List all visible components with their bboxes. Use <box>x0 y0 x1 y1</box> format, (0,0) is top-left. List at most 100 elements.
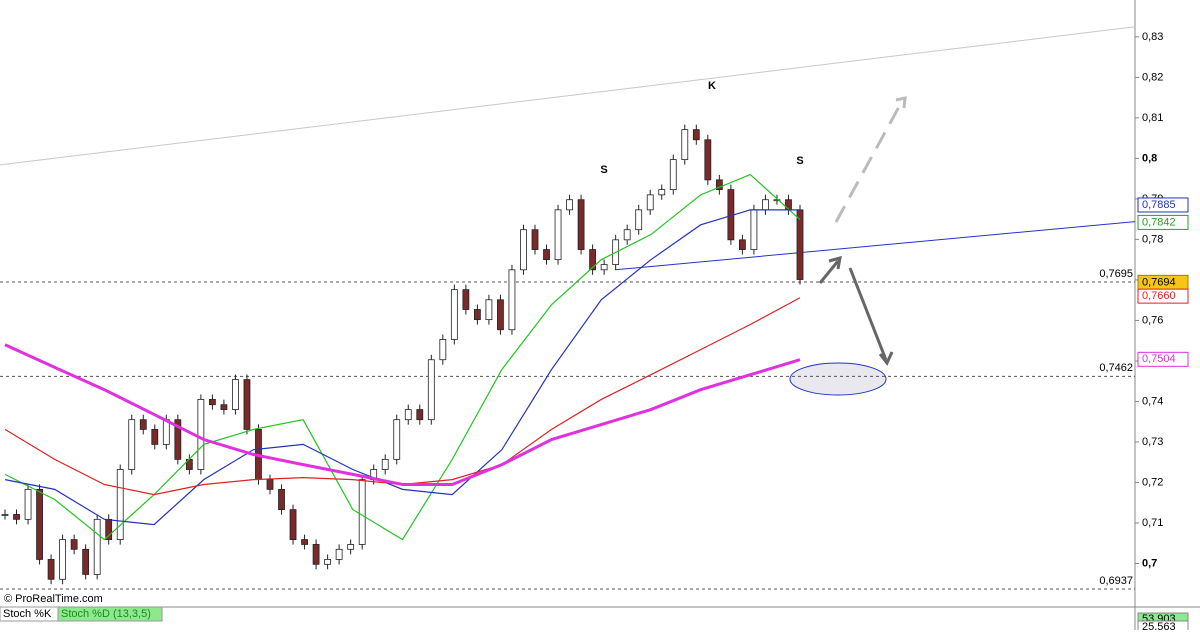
moving-average <box>4 343 801 486</box>
price-tag <box>1137 288 1189 304</box>
target-zone <box>789 362 887 396</box>
price-tag-label: 0,7842 <box>1142 216 1176 228</box>
candle-body <box>139 419 147 430</box>
candle-body <box>623 229 631 241</box>
candle-body <box>13 514 20 520</box>
price-tag <box>1137 197 1189 213</box>
candle-body <box>1 514 9 516</box>
candle-body <box>750 209 758 250</box>
candle-body <box>197 399 205 470</box>
y-tick-label: 0,73 <box>1142 436 1163 448</box>
price-tag-label: 0,7694 <box>1142 276 1176 288</box>
candle-body <box>220 404 228 410</box>
candle-body <box>738 239 746 250</box>
trend-line <box>0 26 1136 166</box>
candle-body <box>105 518 113 540</box>
candle-body <box>577 199 585 250</box>
copyright: © ProRealTime.com <box>4 593 103 605</box>
candle-body <box>508 269 516 331</box>
stoch-d-box <box>57 606 163 622</box>
candle-body <box>162 419 170 445</box>
candle-body <box>347 544 355 550</box>
arrow-head <box>878 351 894 366</box>
candle-body <box>762 199 769 211</box>
candle-body <box>416 409 424 421</box>
y-tick-label: 0,7 <box>1142 557 1157 569</box>
candle-body <box>59 539 67 580</box>
candle-body <box>473 309 481 321</box>
y-tick-label: 0,72 <box>1142 476 1163 488</box>
candle-body <box>358 479 366 545</box>
candle-body <box>681 129 689 161</box>
candle-body <box>785 199 792 211</box>
candle-body <box>669 159 677 190</box>
candle-body <box>715 179 723 190</box>
price-tag-label: 0,7660 <box>1142 290 1176 302</box>
candle-body <box>600 264 608 271</box>
dashed-arrow <box>834 104 902 223</box>
candle-body <box>335 548 343 560</box>
candle-body <box>692 129 700 141</box>
candle-body <box>520 229 527 271</box>
pattern-label: S <box>796 155 803 167</box>
arrow <box>818 260 840 284</box>
candle-body <box>462 289 470 310</box>
moving-average <box>4 209 800 526</box>
candle-body <box>485 299 493 321</box>
stoch-k-label: Stoch %K <box>3 608 52 620</box>
pattern-label: K <box>708 80 716 92</box>
candle-body <box>312 544 320 565</box>
candle-body <box>566 199 573 211</box>
candle-body <box>646 194 654 211</box>
candle-body <box>128 419 136 470</box>
candle-body <box>658 189 666 196</box>
candle-body <box>266 479 274 490</box>
y-tick-label: 0,74 <box>1142 395 1163 407</box>
y-tick-label: 0,81 <box>1142 112 1163 124</box>
candle-body <box>116 469 124 540</box>
candle-body <box>324 559 332 565</box>
candle-body <box>36 488 43 560</box>
y-tick-label: 0,78 <box>1142 233 1163 245</box>
candle-body <box>93 518 101 575</box>
candle-body <box>796 209 804 280</box>
y-tick-label: 0,71 <box>1142 517 1163 529</box>
candle-body <box>497 299 504 331</box>
candle-body <box>151 429 159 445</box>
level-label: 0,6937 <box>1099 575 1133 587</box>
candle-body <box>450 289 458 340</box>
candle-body <box>301 539 308 545</box>
price-tag <box>1137 351 1189 367</box>
y-tick-label: 0,82 <box>1142 71 1163 83</box>
y-tick-label: 0,76 <box>1142 314 1163 326</box>
candle-body <box>543 249 550 261</box>
candle-body <box>589 249 597 271</box>
candle-body <box>70 539 78 550</box>
candle-body <box>82 548 90 575</box>
level-label: 0,7462 <box>1099 362 1133 374</box>
arrow-head <box>828 255 842 270</box>
arrow <box>848 267 888 361</box>
arrow-head <box>895 96 907 109</box>
candle-body <box>773 199 781 202</box>
candle-body <box>232 379 239 410</box>
candle-body <box>243 379 251 430</box>
price-tag-label: 0,7504 <box>1142 353 1176 365</box>
candle-body <box>24 488 32 520</box>
price-tag-label: 0,7885 <box>1142 199 1176 211</box>
level-label: 0,7695 <box>1099 268 1133 280</box>
candle-body <box>635 209 643 231</box>
candle-body <box>554 209 562 261</box>
candle-body <box>47 559 55 580</box>
candle-body <box>439 339 447 361</box>
candle-body <box>704 139 712 181</box>
candle-body <box>531 229 539 250</box>
candle-body <box>278 488 285 511</box>
candle-body <box>208 399 216 406</box>
stoch-tag-label: 25,563 <box>1142 621 1176 630</box>
candle-body <box>381 458 389 470</box>
trend-line <box>614 221 1136 271</box>
candle-body <box>393 419 401 460</box>
